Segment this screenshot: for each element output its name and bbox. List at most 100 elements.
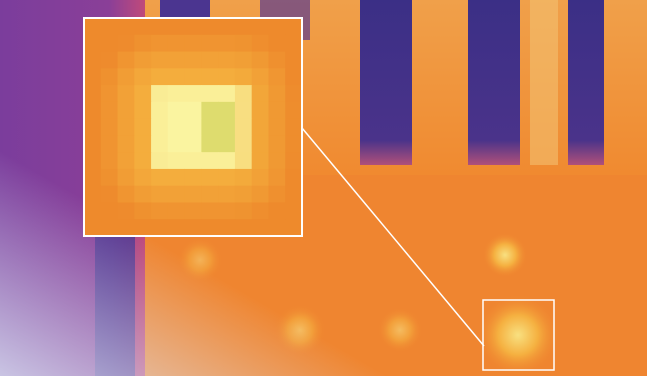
inset-pixel <box>285 85 303 103</box>
inset-pixel <box>117 101 135 120</box>
inset-pixel <box>218 101 236 120</box>
inset-pixel <box>234 101 253 120</box>
inset-pixel <box>285 168 303 187</box>
inset-pixel <box>234 18 253 36</box>
inset-pixel <box>100 118 119 136</box>
inset-pixel <box>251 135 269 153</box>
inset-pixel <box>234 202 253 220</box>
inset-pixel <box>201 34 219 53</box>
inset-pixel <box>100 152 119 170</box>
inset-pixel <box>201 18 219 36</box>
inset-pixel <box>167 135 186 153</box>
zoom-source-box <box>482 299 555 371</box>
zoom-inset-frame <box>83 17 303 237</box>
inset-pixel <box>218 135 236 153</box>
inset-pixel <box>218 202 236 220</box>
inset-pixel <box>251 18 269 36</box>
inset-pixel <box>201 118 219 136</box>
inset-pixel <box>234 85 253 103</box>
inset-pixel <box>184 118 202 136</box>
inset-pixel <box>84 68 102 86</box>
inset-pixel <box>218 68 236 86</box>
inset-pixel <box>117 168 135 187</box>
inset-pixel <box>218 168 236 187</box>
inset-pixel <box>117 185 135 203</box>
inset-pixel <box>234 51 253 69</box>
inset-pixel <box>285 202 303 220</box>
zoom-inset <box>84 18 303 237</box>
inset-pixel <box>134 18 152 36</box>
inset-pixel <box>234 34 253 53</box>
inset-pixel <box>167 168 186 187</box>
inset-pixel <box>218 185 236 203</box>
inset-pixel <box>251 168 269 187</box>
inset-pixel <box>84 219 102 237</box>
inset-pixel <box>251 185 269 203</box>
inset-pixel <box>218 85 236 103</box>
inset-pixel <box>84 202 102 220</box>
inset-pixel <box>100 85 119 103</box>
inset-pixel <box>251 85 269 103</box>
inset-pixel <box>84 51 102 69</box>
inset-pixel <box>151 185 169 203</box>
inset-pixel <box>201 168 219 187</box>
inset-pixel <box>201 85 219 103</box>
inset-pixel <box>84 18 102 36</box>
inset-pixel <box>134 34 152 53</box>
inset-pixel <box>117 135 135 153</box>
inset-pixel <box>218 219 236 237</box>
inset-pixel <box>117 152 135 170</box>
inset-pixel <box>285 34 303 53</box>
inset-pixel <box>84 101 102 120</box>
inset-pixel <box>184 101 202 120</box>
inset-pixel <box>100 68 119 86</box>
inset-pixel <box>117 18 135 36</box>
inset-pixel <box>201 202 219 220</box>
inset-pixel <box>151 34 169 53</box>
inset-pixel <box>134 135 152 153</box>
inset-pixel <box>184 219 202 237</box>
inset-pixel <box>234 185 253 203</box>
inset-pixel <box>151 168 169 187</box>
inset-pixel <box>134 168 152 187</box>
inset-pixel <box>251 34 269 53</box>
inset-pixel <box>201 219 219 237</box>
inset-pixel <box>234 68 253 86</box>
inset-pixel <box>268 118 286 136</box>
inset-pixel <box>268 152 286 170</box>
inset-pixel <box>285 118 303 136</box>
inset-pixel <box>234 152 253 170</box>
inset-pixel <box>251 51 269 69</box>
inset-pixel <box>167 51 186 69</box>
inset-pixel <box>117 85 135 103</box>
inset-pixel <box>167 202 186 220</box>
inset-pixel <box>285 51 303 69</box>
inset-pixel <box>251 118 269 136</box>
inset-pixel <box>100 219 119 237</box>
inset-pixel <box>201 135 219 153</box>
inset-pixel <box>184 168 202 187</box>
inset-pixel <box>100 202 119 220</box>
inset-pixel <box>201 51 219 69</box>
inset-pixel <box>134 118 152 136</box>
inset-pixel <box>268 185 286 203</box>
inset-pixel <box>151 101 169 120</box>
inset-pixel <box>184 135 202 153</box>
inset-pixel <box>151 135 169 153</box>
inset-pixel <box>184 18 202 36</box>
inset-pixel <box>268 219 286 237</box>
inset-pixel <box>234 168 253 187</box>
inset-pixel <box>151 118 169 136</box>
inset-pixel <box>268 101 286 120</box>
inset-pixel <box>134 185 152 203</box>
inset-pixel <box>268 168 286 187</box>
inset-pixel <box>268 135 286 153</box>
inset-pixel <box>268 18 286 36</box>
inset-pixel <box>201 152 219 170</box>
inset-pixel <box>117 68 135 86</box>
inset-pixel <box>201 101 219 120</box>
inset-pixel <box>117 51 135 69</box>
inset-pixel <box>268 68 286 86</box>
inset-pixel <box>234 118 253 136</box>
